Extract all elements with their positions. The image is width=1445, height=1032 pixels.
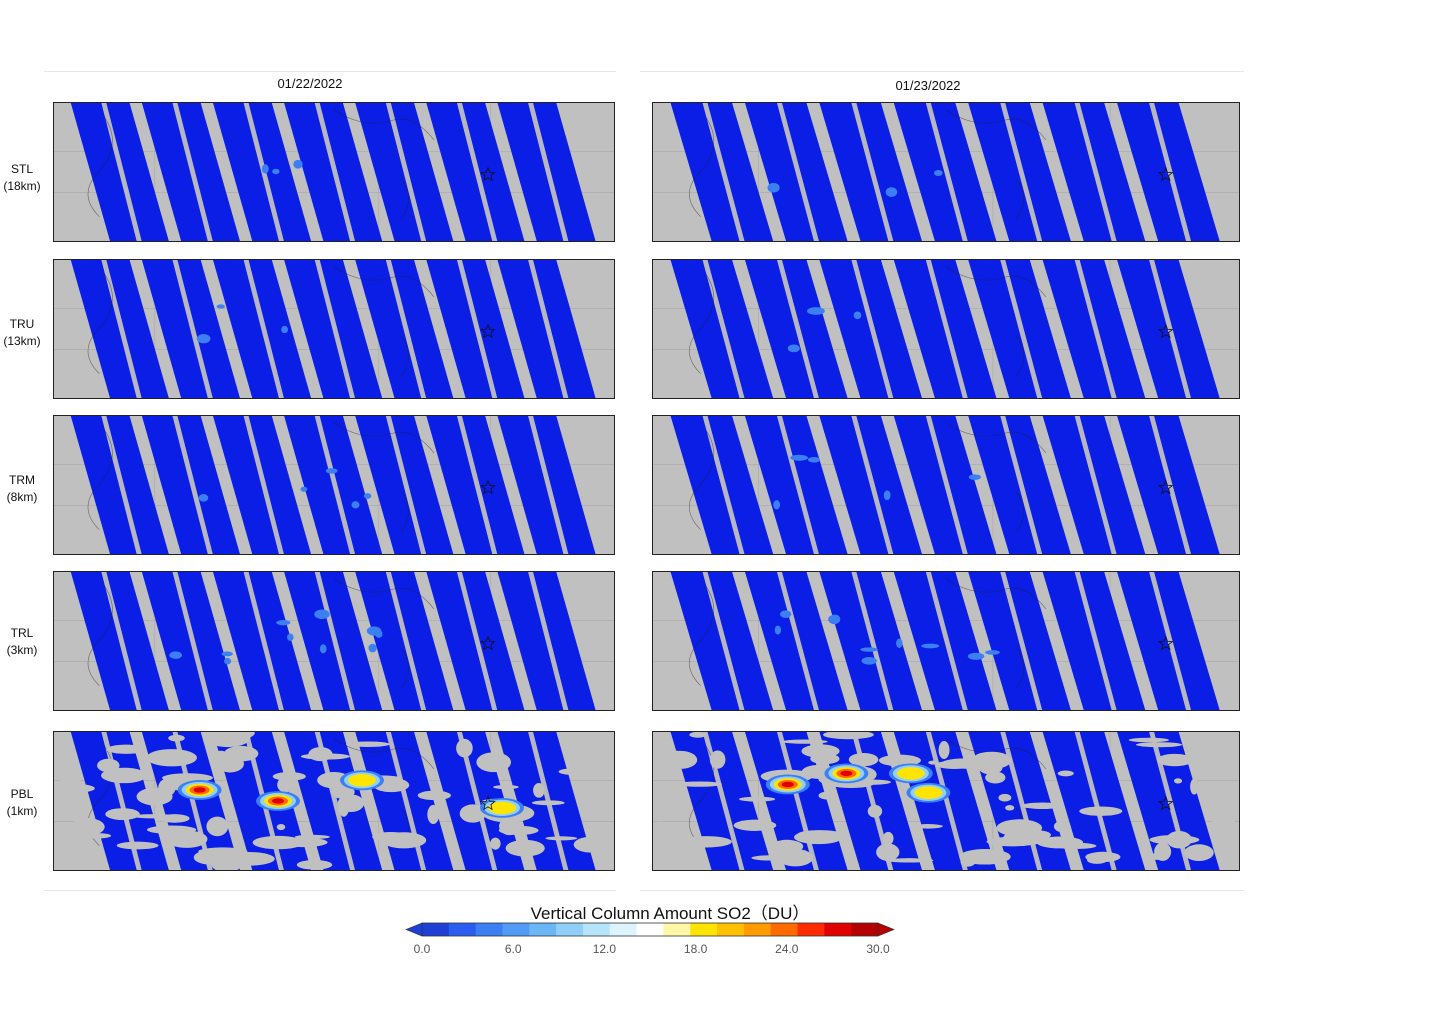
colorbar-segment [824, 923, 852, 936]
map-panel-tru-day1 [53, 259, 615, 399]
colorbar-tick-label: 30.0 [866, 942, 890, 956]
colorbar-tick-label: 18.0 [683, 942, 708, 956]
map-panel-trl-day2 [652, 571, 1240, 711]
level-name: TRU [9, 317, 35, 331]
volcano-star-icon [1158, 323, 1174, 339]
level-name: TRM [9, 473, 35, 487]
date-label-left: 01/22/2022 [277, 76, 343, 91]
row-label-tru: TRU (13km) [0, 316, 44, 350]
satellite-swaths [70, 260, 596, 398]
volcano-star-icon [480, 323, 496, 339]
colorbar-segment [422, 923, 450, 936]
level-altitude: (18km) [3, 179, 41, 193]
row-label-pbl: PBL (1km) [0, 786, 44, 820]
colorbar-segment [529, 923, 557, 936]
volcano-star-icon [1158, 635, 1174, 651]
colorbar-segment [851, 923, 879, 936]
satellite-swaths [70, 416, 596, 554]
satellite-swaths [670, 416, 1220, 554]
colorbar-segment [663, 923, 691, 936]
bottom-divider-left [44, 890, 616, 891]
level-name: STL [10, 162, 33, 176]
volcano-star-icon [1158, 166, 1174, 182]
satellite-swaths [670, 260, 1220, 398]
map-panel-stl-day1 [53, 102, 615, 242]
map-panel-trm-day1 [53, 415, 615, 555]
map-panel-tru-day2 [652, 259, 1240, 399]
date-label-right: 01/23/2022 [895, 78, 961, 93]
map-panel-trl-day1 [53, 571, 615, 711]
colorbar-tick-label: 24.0 [775, 942, 799, 956]
colorbar-segment [502, 923, 530, 936]
colorbar-segment [609, 923, 638, 936]
level-name: TRL [10, 626, 34, 640]
map-panel-pbl-day2 [652, 731, 1240, 871]
level-altitude: (1km) [6, 804, 38, 818]
top-divider-right [640, 71, 1244, 72]
colorbar-segment [475, 923, 503, 936]
satellite-swaths [70, 103, 596, 241]
colorbar-segment [797, 923, 825, 936]
colorbar-segment [690, 923, 718, 936]
map-panel-trm-day2 [652, 415, 1240, 555]
volcano-star-icon [480, 635, 496, 651]
colorbar-segment [582, 923, 611, 936]
row-label-trm: TRM (8km) [0, 472, 44, 506]
level-altitude: (3km) [6, 643, 38, 657]
level-name: PBL [10, 787, 34, 801]
row-label-trl: TRL (3km) [0, 625, 44, 659]
colorbar-segment [770, 923, 799, 936]
colorbar-tick-label: 6.0 [504, 942, 522, 956]
colorbar-segment [556, 923, 584, 936]
satellite-swaths [670, 103, 1220, 241]
colorbar-segment [743, 923, 772, 936]
volcano-star-icon [480, 166, 496, 182]
satellite-swaths [670, 572, 1220, 710]
satellite-swaths [70, 572, 596, 710]
colorbar-segment [448, 923, 477, 936]
bottom-divider-right [640, 890, 1244, 891]
volcano-star-icon [480, 479, 496, 495]
colorbar-segment [636, 923, 664, 936]
colorbar-tick-label: 12.0 [592, 942, 617, 956]
map-panel-pbl-day1 [53, 731, 615, 871]
colorbar-over-arrow [877, 922, 895, 937]
colorbar-tick-label: 0.0 [413, 942, 431, 956]
top-divider-left [44, 71, 616, 72]
satellite-swaths [70, 732, 596, 870]
row-label-stl: STL (18km) [0, 161, 44, 195]
level-altitude: (8km) [6, 490, 38, 504]
level-altitude: (13km) [3, 334, 41, 348]
volcano-star-icon [1158, 479, 1174, 495]
colorbar-under-arrow [405, 922, 423, 937]
volcano-star-icon [480, 795, 496, 811]
colorbar-segment [717, 923, 745, 936]
colorbar [405, 922, 895, 937]
volcano-star-icon [1158, 795, 1174, 811]
map-panel-stl-day2 [652, 102, 1240, 242]
colorbar-title: Vertical Column Amount SO2（DU） [530, 904, 810, 923]
